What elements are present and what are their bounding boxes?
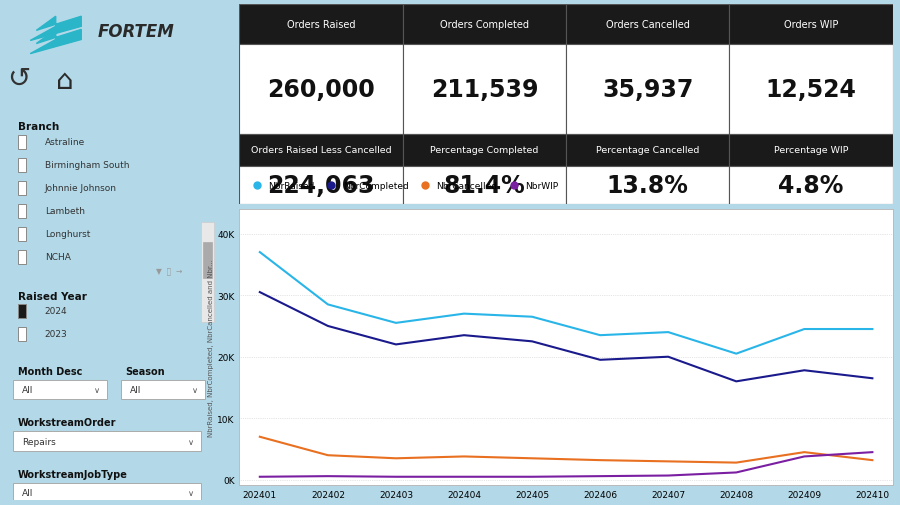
Y-axis label: NbrRaised, NbrCompleted, NbrCancelled and Nbr...: NbrRaised, NbrCompleted, NbrCancelled an… (209, 259, 214, 436)
FancyBboxPatch shape (121, 380, 205, 399)
Bar (403, 45, 566, 135)
Text: WorkstreamOrder: WorkstreamOrder (18, 418, 116, 427)
Bar (729, 5, 893, 45)
Text: ▼  ⧉  →: ▼ ⧉ → (157, 267, 183, 276)
FancyBboxPatch shape (18, 182, 25, 195)
Text: 35,937: 35,937 (602, 78, 694, 102)
Text: NCHA: NCHA (45, 252, 70, 262)
Text: 12,524: 12,524 (766, 78, 857, 102)
FancyBboxPatch shape (18, 305, 25, 318)
Bar (566, 135, 729, 167)
Text: Repairs: Repairs (22, 437, 56, 446)
Text: Orders Raised: Orders Raised (287, 20, 356, 30)
Text: ∨: ∨ (94, 385, 100, 394)
Text: Orders WIP: Orders WIP (784, 20, 838, 30)
Text: 4.8%: 4.8% (778, 174, 844, 197)
Bar (729, 135, 893, 167)
Text: 13.8%: 13.8% (607, 174, 688, 197)
Text: Johnnie Johnson: Johnnie Johnson (45, 183, 117, 192)
Text: Longhurst: Longhurst (45, 229, 90, 238)
Bar (566, 5, 729, 45)
X-axis label: Raised Period: Raised Period (526, 504, 607, 505)
Text: Orders Completed: Orders Completed (440, 20, 529, 30)
Text: Branch: Branch (18, 121, 59, 131)
Bar (239, 135, 403, 167)
Text: Birmingham South: Birmingham South (45, 161, 130, 170)
Bar (566, 45, 729, 135)
Text: ∨: ∨ (187, 437, 194, 446)
Text: 2023: 2023 (45, 329, 68, 338)
Bar (729, 45, 893, 135)
Text: ∨: ∨ (192, 385, 198, 394)
FancyBboxPatch shape (14, 380, 107, 399)
FancyBboxPatch shape (18, 159, 25, 173)
Bar (403, 135, 566, 167)
Text: Percentage Completed: Percentage Completed (430, 146, 538, 155)
Legend: NbrRaised, NbrCompleted, NbrCancelled, NbrWIP: NbrRaised, NbrCompleted, NbrCancelled, N… (244, 178, 562, 194)
Text: Orders Raised Less Cancelled: Orders Raised Less Cancelled (251, 146, 392, 155)
Text: Month Desc: Month Desc (18, 366, 82, 376)
Text: 81.4%: 81.4% (444, 174, 526, 197)
Text: 224,063: 224,063 (267, 174, 374, 197)
Text: 260,000: 260,000 (267, 78, 375, 102)
FancyBboxPatch shape (201, 223, 214, 322)
FancyBboxPatch shape (18, 136, 25, 149)
Bar (403, 167, 566, 205)
Bar (239, 45, 403, 135)
Bar (239, 167, 403, 205)
Text: 2024: 2024 (45, 307, 68, 315)
Text: All: All (22, 385, 33, 394)
Text: ∨: ∨ (187, 488, 194, 497)
Bar (403, 5, 566, 45)
Bar (239, 5, 403, 45)
Text: Lambeth: Lambeth (45, 207, 85, 216)
Polygon shape (31, 30, 81, 55)
FancyBboxPatch shape (18, 328, 25, 341)
Text: All: All (130, 385, 141, 394)
Text: ⌂: ⌂ (56, 67, 74, 95)
Text: WorkstreamJobType: WorkstreamJobType (18, 469, 128, 479)
Text: FORTEM: FORTEM (97, 23, 175, 41)
FancyBboxPatch shape (18, 251, 25, 265)
FancyBboxPatch shape (203, 243, 212, 278)
FancyBboxPatch shape (18, 228, 25, 241)
Text: Percentage WIP: Percentage WIP (774, 146, 849, 155)
Text: Percentage Cancelled: Percentage Cancelled (596, 146, 699, 155)
Text: Orders Cancelled: Orders Cancelled (606, 20, 689, 30)
FancyBboxPatch shape (14, 483, 201, 502)
FancyBboxPatch shape (14, 431, 201, 451)
FancyBboxPatch shape (18, 205, 25, 219)
Text: ↺: ↺ (7, 65, 31, 93)
Bar (566, 167, 729, 205)
Text: Raised Year: Raised Year (18, 291, 86, 301)
Text: Season: Season (125, 366, 165, 376)
Text: All: All (22, 488, 33, 497)
Text: Astraline: Astraline (45, 137, 85, 146)
Text: 211,539: 211,539 (431, 78, 538, 102)
Bar (729, 167, 893, 205)
Polygon shape (31, 17, 81, 41)
